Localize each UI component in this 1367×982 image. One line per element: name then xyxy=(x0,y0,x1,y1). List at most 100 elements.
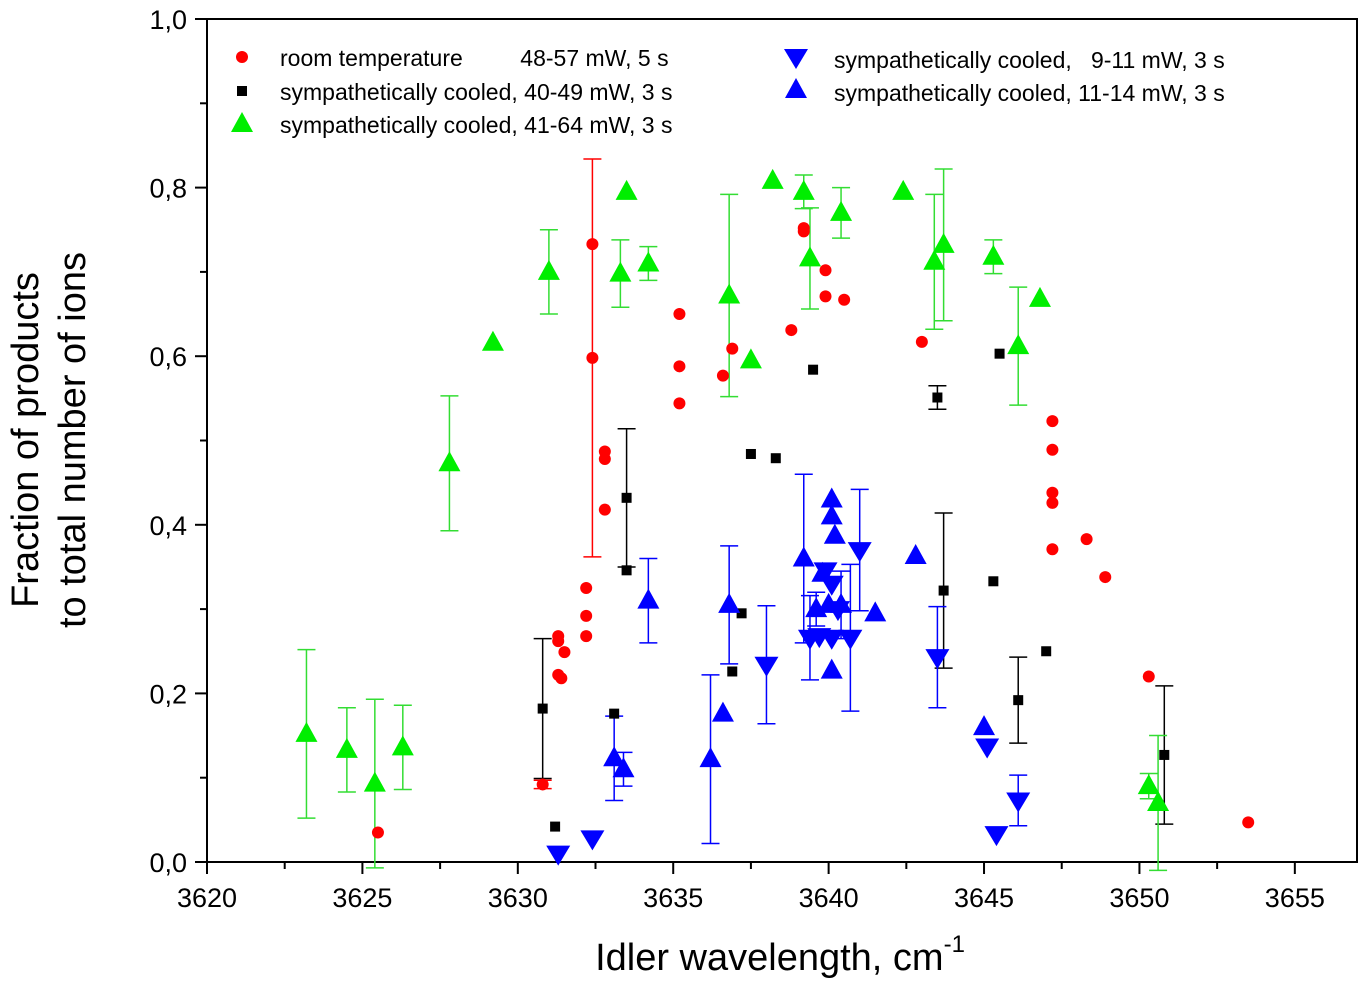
room-temperature-point xyxy=(819,290,832,303)
cooled-41-64mw-point xyxy=(1007,334,1030,355)
cooled-41-64mw-point xyxy=(761,168,784,189)
plot-area xyxy=(206,18,1358,863)
legend: room temperature 48-57 mW, 5 s sympatheti… xyxy=(231,45,1225,138)
legend-label-cooled-9-11mw: sympathetically cooled, 9-11 mW, 3 s xyxy=(834,47,1225,73)
cooled-41-64mw-point xyxy=(363,771,386,792)
cooled-11-14mw-point xyxy=(830,592,853,613)
cooled-40-49mw-point xyxy=(537,703,548,714)
room-temperature-point xyxy=(1046,415,1059,428)
cooled-41-64mw-point xyxy=(739,348,762,369)
cooled-41-64mw-point xyxy=(892,179,915,200)
x-tick-label: 3645 xyxy=(954,883,1014,913)
cooled-41-64mw-point xyxy=(1028,286,1051,307)
cooled-11-14mw-point xyxy=(718,592,741,613)
cooled-9-11mw-point xyxy=(546,845,571,866)
x-tick-label: 3655 xyxy=(1265,883,1325,913)
cooled-9-11mw-point xyxy=(847,542,872,563)
cooled-40-49mw-point xyxy=(988,576,999,587)
room-temperature-point xyxy=(1080,533,1093,546)
y-tick-label: 0,2 xyxy=(149,679,187,709)
cooled-40-49mw-point xyxy=(938,585,949,596)
room-temperature-point xyxy=(1099,571,1112,584)
error-bars xyxy=(297,158,1174,872)
cooled-11-14mw-point xyxy=(637,588,660,609)
room-temperature-point xyxy=(580,630,593,643)
cooled-41-64mw-point xyxy=(923,249,946,270)
x-tick-label: 3630 xyxy=(488,883,548,913)
room-temperature-point xyxy=(580,582,593,595)
cooled-40-49mw-point xyxy=(745,448,756,459)
cooled-41-64mw-point xyxy=(615,179,638,200)
cooled-11-14mw-point xyxy=(711,701,734,722)
cooled-9-11mw-point xyxy=(819,629,844,650)
room-temperature-point xyxy=(819,264,832,277)
cooled-40-49mw-point xyxy=(736,608,747,619)
y-axis-title-line-1: Fraction of products xyxy=(5,272,47,608)
x-axis-title: Idler wavelength, cm-1 xyxy=(595,931,965,979)
legend-marker-cooled-11-14mw xyxy=(785,78,807,98)
room-temperature-point xyxy=(1046,543,1059,556)
cooled-41-64mw-point xyxy=(1147,790,1170,811)
legend-label-cooled-11-14mw: sympathetically cooled, 11-14 mW, 3 s xyxy=(834,80,1225,106)
cooled-41-64mw-point xyxy=(335,737,358,758)
legend-marker-cooled-9-11mw xyxy=(784,49,808,69)
cooled-11-14mw-point xyxy=(973,715,996,736)
cooled-40-49mw-point xyxy=(1159,749,1170,760)
x-tick-label: 3640 xyxy=(799,883,859,913)
room-temperature-point xyxy=(536,778,549,791)
room-temperature-point xyxy=(673,308,686,321)
cooled-9-11mw-point xyxy=(754,656,779,677)
room-temperature-point xyxy=(838,293,851,306)
room-temperature-point xyxy=(785,324,798,337)
cooled-40-49mw-point xyxy=(1041,646,1052,657)
x-axis-title-text: Idler wavelength, cm xyxy=(595,937,944,979)
room-temperature-point xyxy=(580,609,593,622)
room-temperature-point xyxy=(673,397,686,410)
cooled-41-64mw-point xyxy=(932,232,955,253)
cooled-41-64mw-point xyxy=(481,330,504,351)
cooled-11-14mw-point xyxy=(820,487,843,508)
room-temperature-point xyxy=(1046,486,1059,499)
cooled-41-64mw-point xyxy=(295,721,318,742)
cooled-40-49mw-point xyxy=(609,708,620,719)
legend-marker-cooled-40-49mw xyxy=(237,86,247,96)
legend-marker-cooled-41-64mw xyxy=(231,112,253,132)
cooled-9-11mw-point xyxy=(580,830,605,851)
cooled-11-14mw-point xyxy=(904,543,927,564)
cooled-41-64mw-point xyxy=(798,246,821,267)
cooled-41-64mw-point xyxy=(718,283,741,304)
room-temperature-point xyxy=(716,369,729,382)
cooled-11-14mw-point xyxy=(612,757,635,778)
y-tick-label: 0,4 xyxy=(149,511,187,541)
room-temperature-point xyxy=(555,672,568,685)
plot-frame xyxy=(206,18,1358,863)
cooled-9-11mw-point xyxy=(838,629,863,650)
room-temperature-point xyxy=(558,646,571,659)
room-temperature-point xyxy=(586,238,599,251)
cooled-11-14mw-point xyxy=(811,561,834,582)
cooled-40-49mw-point xyxy=(770,453,781,464)
cooled-11-14mw-point xyxy=(820,658,843,679)
cooled-11-14mw-point xyxy=(820,504,843,525)
room-temperature-point xyxy=(1242,816,1255,829)
cooled-41-64mw-point xyxy=(830,200,853,221)
cooled-40-49mw-point xyxy=(621,492,632,503)
y-tick-label: 1,0 xyxy=(149,5,187,35)
cooled-11-14mw-point xyxy=(603,746,626,767)
cooled-11-14mw-point xyxy=(864,601,887,622)
cooled-41-64mw-point xyxy=(637,251,660,272)
cooled-41-64mw-point xyxy=(537,259,560,280)
cooled-9-11mw-point xyxy=(925,649,950,670)
room-temperature-point xyxy=(797,225,810,238)
cooled-9-11mw-point xyxy=(1006,792,1031,813)
cooled-40-49mw-point xyxy=(1013,695,1024,706)
room-temperature-point xyxy=(915,335,928,348)
cooled-11-14mw-point xyxy=(792,546,815,567)
cooled-9-11mw-point xyxy=(984,826,1009,847)
room-temperature-point xyxy=(586,351,599,364)
x-tick-label: 3650 xyxy=(1109,883,1169,913)
legend-label-cooled-40-49mw: sympathetically cooled, 40-49 mW, 3 s xyxy=(280,79,672,105)
y-axis: 0,0 0,2 0,4 0,6 0,8 1,0 xyxy=(149,5,207,878)
cooled-41-64mw-point xyxy=(792,179,815,200)
